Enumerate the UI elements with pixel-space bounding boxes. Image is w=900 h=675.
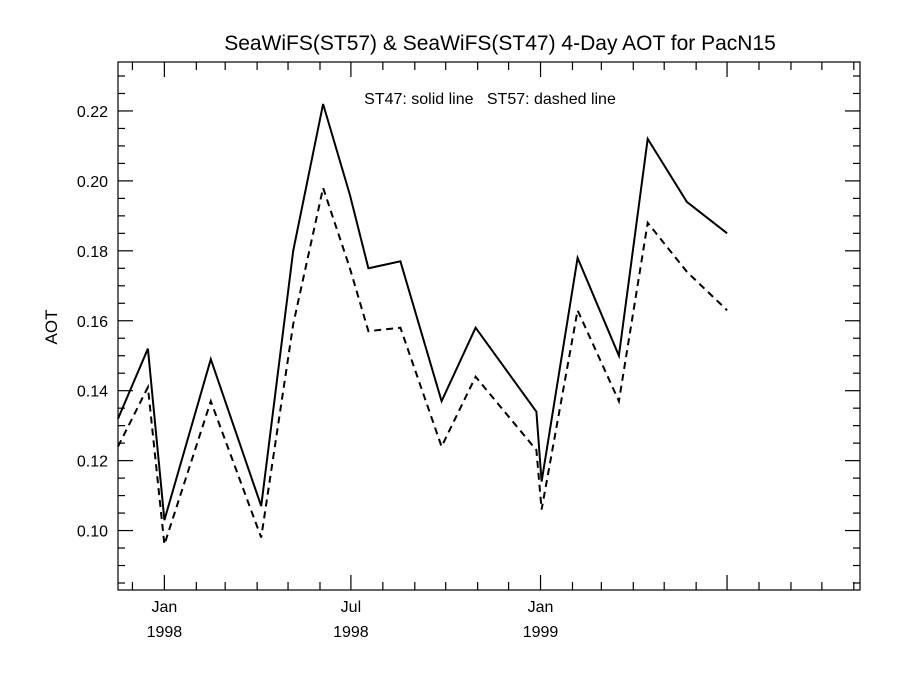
y-tick-label: 0.14 xyxy=(77,384,108,401)
x-tick-year-label: 1998 xyxy=(147,624,183,641)
y-tick-label: 0.20 xyxy=(77,174,108,191)
series-line-st47 xyxy=(117,103,728,521)
plot-frame xyxy=(117,61,861,591)
series-line-st57 xyxy=(117,184,728,545)
y-tick-label: 0.22 xyxy=(77,104,108,121)
y-tick-label: 0.18 xyxy=(77,244,108,261)
y-tick-label: 0.10 xyxy=(77,524,108,541)
y-axis-label: AOT xyxy=(42,310,61,345)
x-tick-month-label: Jan xyxy=(151,599,177,616)
series-key-annotation: ST47: solid line ST57: dashed line xyxy=(364,91,616,108)
chart-title: SeaWiFS(ST57) & SeaWiFS(ST47) 4-Day AOT … xyxy=(224,32,776,55)
y-tick-label: 0.12 xyxy=(77,454,108,471)
y-tick-label: 0.16 xyxy=(77,314,108,331)
y-axis: 0.10 0.12 0.14 0.16 0.18 0.20 0.22 xyxy=(77,75,860,584)
x-tick-year-label: 1998 xyxy=(333,624,369,641)
x-tick-month-label: Jan xyxy=(528,599,554,616)
x-axis: Jan 1998 Jul 1998 Jan 1999 xyxy=(131,62,855,641)
x-tick-year-label: 1999 xyxy=(523,624,559,641)
x-tick-month-label: Jul xyxy=(341,599,361,616)
series-layer xyxy=(117,103,728,545)
